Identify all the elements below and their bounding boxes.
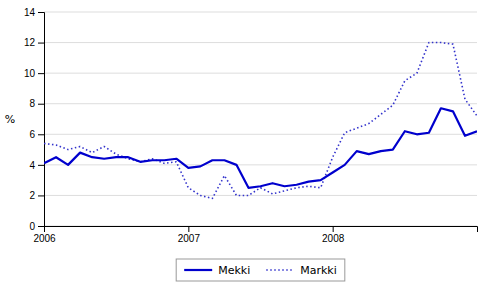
tick: 2 — [29, 190, 44, 201]
tick-label: 12 — [24, 37, 36, 48]
tick: 2008 — [322, 226, 345, 244]
tick-label: 8 — [29, 98, 35, 109]
series-line — [44, 108, 477, 187]
tick-mark — [38, 43, 44, 44]
tick: 6 — [29, 129, 44, 140]
grid-line — [44, 73, 477, 74]
legend-item: Markki — [266, 264, 337, 277]
grid — [44, 12, 477, 226]
tick-mark — [38, 195, 44, 196]
tick-mark — [38, 165, 44, 166]
tick-label: 0 — [29, 221, 35, 232]
tick-mark — [38, 134, 44, 135]
lines — [44, 43, 477, 199]
tick: 10 — [24, 68, 44, 79]
tick-mark — [38, 104, 44, 105]
tick-label: 4 — [29, 160, 35, 171]
tick: 4 — [29, 160, 44, 171]
tick-label: 2006 — [33, 233, 56, 244]
tick-mark — [38, 226, 44, 227]
grid-line — [44, 12, 477, 13]
grid-line — [44, 164, 477, 165]
tick-mark — [188, 226, 189, 232]
legend-label: Mekki — [218, 264, 250, 277]
y-axis: 0 2 4 6 8 10 12 14 — [24, 7, 45, 232]
legend-label: Markki — [300, 264, 337, 277]
tick-label: 14 — [24, 7, 36, 18]
legend-item: Mekki — [184, 264, 250, 277]
grid-line — [44, 42, 477, 43]
grid-line — [44, 103, 477, 104]
tick-label: 2008 — [322, 233, 345, 244]
tick: 0 — [29, 221, 44, 232]
plot: 0 2 4 6 8 10 12 14 2006 2007 2008 — [24, 7, 478, 244]
tick-mark — [44, 226, 45, 232]
series-line — [44, 43, 477, 199]
tick-mark — [38, 73, 44, 74]
tick: 12 — [24, 37, 44, 48]
tick: 2006 — [33, 226, 56, 244]
legend-swatch — [184, 269, 212, 271]
chart: 0 2 4 6 8 10 12 14 2006 2007 2008% Mekki Markki — [0, 0, 497, 288]
axis-line — [45, 227, 478, 233]
tick-label: 2007 — [178, 233, 201, 244]
tick: 14 — [24, 7, 44, 18]
axis-line — [38, 13, 45, 227]
legend: Mekki Markki — [176, 259, 345, 281]
tick: 8 — [29, 98, 44, 109]
y-axis-label: % — [5, 113, 15, 126]
tick: 2007 — [178, 226, 201, 244]
legend-frame — [176, 259, 345, 281]
tick-label: 6 — [29, 129, 35, 140]
tick-mark — [38, 12, 44, 13]
legend-swatch — [266, 269, 294, 271]
grid-line — [44, 195, 477, 196]
tick-label: 2 — [29, 190, 35, 201]
tick-mark — [333, 226, 334, 232]
x-axis: 2006 2007 2008 — [33, 226, 477, 244]
tick-label: 10 — [24, 68, 36, 79]
